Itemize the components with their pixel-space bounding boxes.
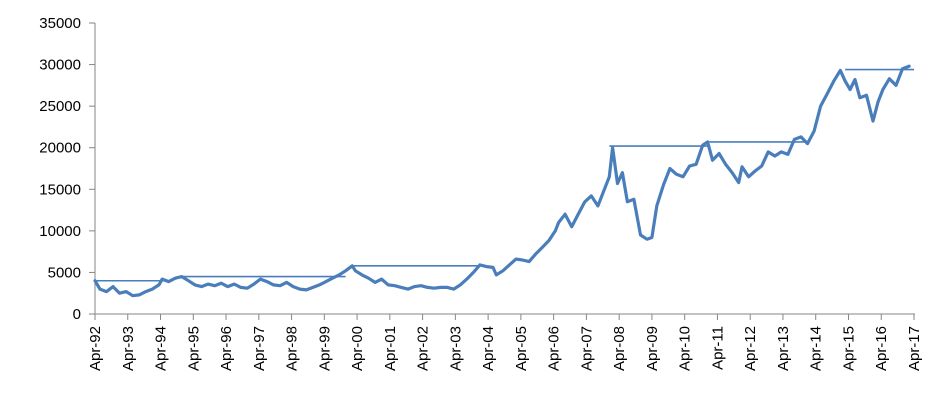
series-line <box>93 64 914 298</box>
y-tick-label: 10000 <box>39 223 81 240</box>
x-tick-label: Apr-11 <box>709 326 726 370</box>
x-tick-label: Apr-98 <box>284 326 301 371</box>
y-axis: 0 5000 10000 15000 20000 25000 30000 35000 <box>39 15 96 323</box>
y-tick-label: 30000 <box>39 57 81 74</box>
x-tick-label: Apr-07 <box>578 326 595 371</box>
y-tick-label: 25000 <box>39 98 81 115</box>
y-tick-label: 20000 <box>39 140 81 157</box>
x-axis: Apr-92 Apr-93 Apr-94 Apr-95 Apr-96 Apr-97 Apr-… <box>87 313 923 371</box>
x-tick-label: Apr-96 <box>218 326 235 371</box>
x-tick-label: Apr-15 <box>840 326 857 371</box>
x-tick-label: Apr-09 <box>644 326 661 371</box>
x-tick-label: Apr-93 <box>120 326 137 371</box>
x-tick-label: Apr-03 <box>447 326 464 371</box>
x-tick-label: Apr-17 <box>906 326 923 371</box>
x-tick-label: Apr-94 <box>153 326 170 371</box>
index-series-line <box>93 64 911 298</box>
x-tick-label: Apr-95 <box>185 326 202 371</box>
y-tick-label: 15000 <box>39 181 81 198</box>
x-tick-label: Apr-14 <box>808 326 825 371</box>
x-tick-label: Apr-92 <box>87 326 104 371</box>
y-tick-label: 5000 <box>48 264 81 281</box>
x-tick-label: Apr-97 <box>251 326 268 371</box>
y-tick-label: 35000 <box>39 15 81 32</box>
x-tick-label: Apr-10 <box>677 326 694 371</box>
x-tick-label: Apr-13 <box>775 326 792 371</box>
x-tick-label: Apr-12 <box>742 326 759 371</box>
x-tick-label: Apr-06 <box>546 326 563 371</box>
x-tick-label: Apr-04 <box>480 326 497 371</box>
x-tick-label: Apr-08 <box>611 326 628 371</box>
x-tick-label: Apr-99 <box>316 326 333 371</box>
x-tick-label: Apr-05 <box>513 326 530 371</box>
x-tick-label: Apr-02 <box>415 326 432 371</box>
x-tick-label: Apr-00 <box>349 326 366 371</box>
x-tick-label: Apr-16 <box>873 326 890 371</box>
x-tick-label: Apr-01 <box>382 326 399 371</box>
y-tick-label: 0 <box>73 306 81 323</box>
